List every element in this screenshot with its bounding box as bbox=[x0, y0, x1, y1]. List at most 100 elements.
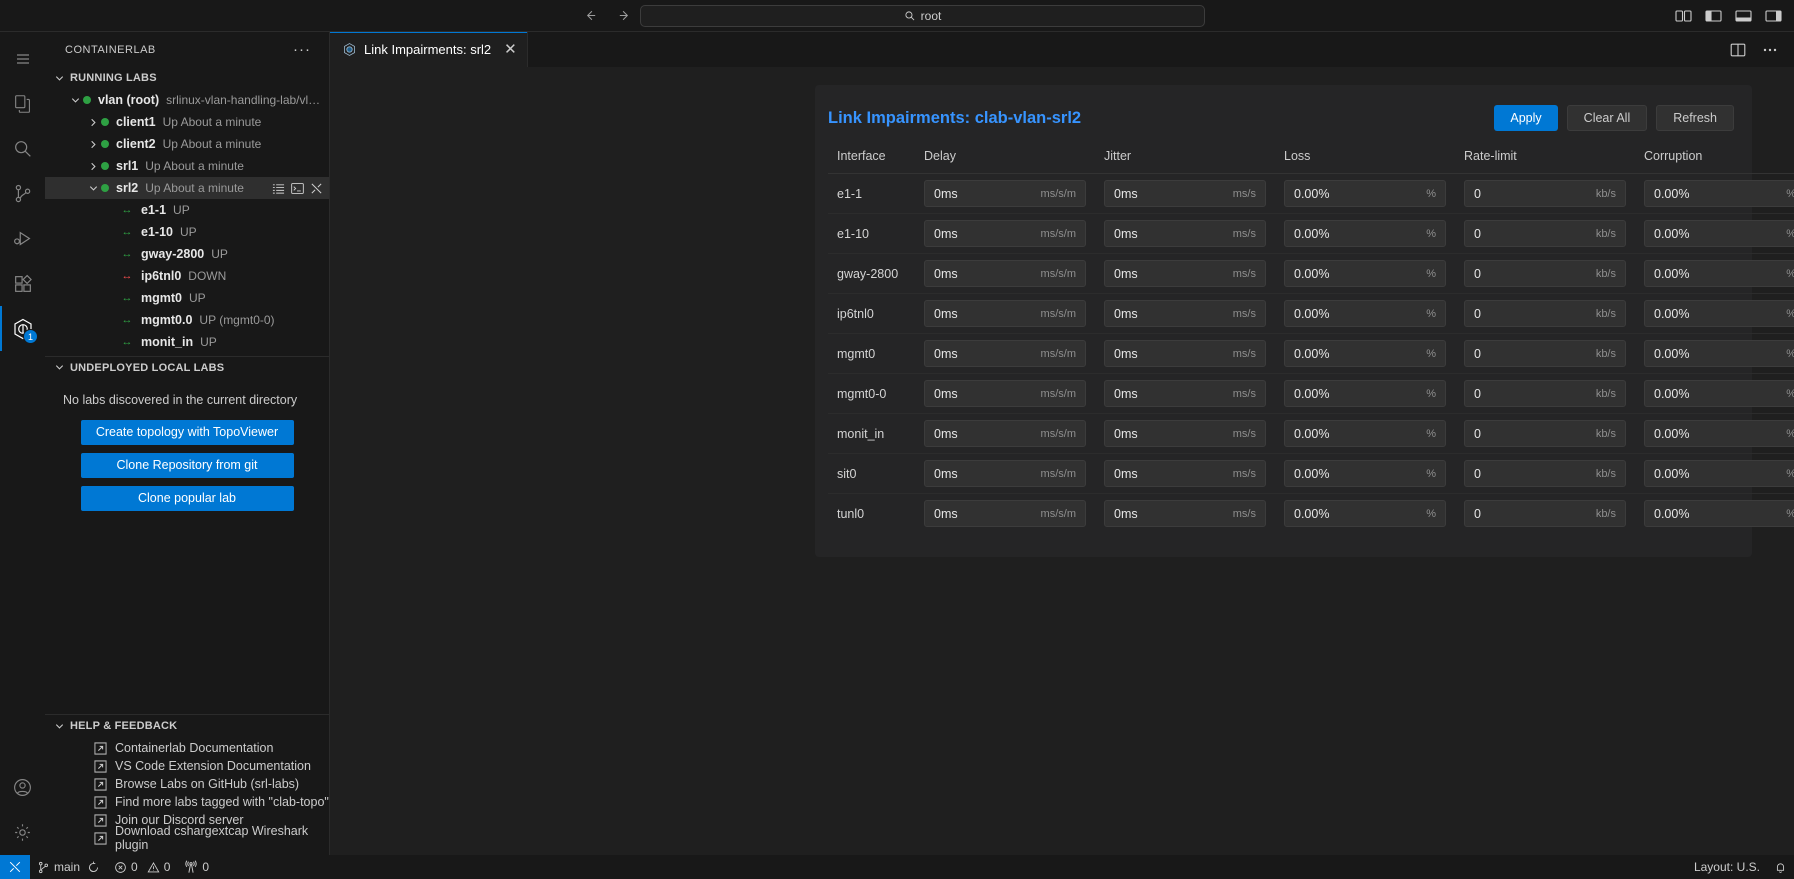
section-undeployed-labs[interactable]: UNDEPLOYED LOCAL LABS bbox=[45, 356, 329, 378]
corruption-input[interactable]: 0.00%% bbox=[1644, 220, 1794, 247]
rate-limit-input[interactable]: 0 kb/s bbox=[1464, 460, 1626, 487]
loss-input[interactable]: 0.00%% bbox=[1284, 500, 1446, 527]
clone-popular-lab-button[interactable]: Clone popular lab bbox=[80, 485, 294, 511]
corruption-input[interactable]: 0.00%% bbox=[1644, 260, 1794, 287]
chevron-down-icon[interactable] bbox=[67, 92, 83, 108]
arrow-right-icon[interactable] bbox=[614, 6, 634, 26]
tree-item-interface[interactable]: ↔ gway-2800 UP bbox=[45, 243, 329, 265]
tree-item-node-srl1[interactable]: srl1 Up About a minute bbox=[45, 155, 329, 177]
layout-sidebar-left-icon[interactable] bbox=[1705, 9, 1722, 23]
section-running-labs[interactable]: RUNNING LABS bbox=[45, 67, 329, 89]
tree-item-interface[interactable]: ↔ monit_in UP bbox=[45, 331, 329, 353]
sync-icon[interactable] bbox=[87, 861, 100, 874]
chevron-right-icon[interactable] bbox=[85, 114, 101, 130]
help-link-discord[interactable]: Join our Discord server bbox=[45, 811, 329, 829]
rate-limit-input[interactable]: 0 kb/s bbox=[1464, 300, 1626, 327]
section-help-feedback[interactable]: HELP & FEEDBACK bbox=[45, 715, 329, 737]
corruption-input[interactable]: 0.00%% bbox=[1644, 300, 1794, 327]
loss-input[interactable]: 0.00%% bbox=[1284, 380, 1446, 407]
corruption-input[interactable]: 0.00%% bbox=[1644, 340, 1794, 367]
corruption-input[interactable]: 0.00%% bbox=[1644, 460, 1794, 487]
delay-input[interactable]: 0ms ms/s/m bbox=[924, 340, 1086, 367]
jitter-input[interactable]: 0ms ms/s bbox=[1104, 420, 1266, 447]
jitter-input[interactable]: 0ms ms/s bbox=[1104, 500, 1266, 527]
tab-link-impairments[interactable]: Link Impairments: srl2 ✕ bbox=[330, 32, 528, 67]
delay-input[interactable]: 0ms ms/s/m bbox=[924, 260, 1086, 287]
rate-limit-input[interactable]: 0 kb/s bbox=[1464, 220, 1626, 247]
jitter-input[interactable]: 0ms ms/s bbox=[1104, 220, 1266, 247]
loss-input[interactable]: 0.00%% bbox=[1284, 300, 1446, 327]
close-icon[interactable]: ✕ bbox=[504, 41, 517, 58]
corruption-input[interactable]: 0.00%% bbox=[1644, 500, 1794, 527]
tree-item-node-client1[interactable]: client1 Up About a minute bbox=[45, 111, 329, 133]
jitter-input[interactable]: 0ms ms/s bbox=[1104, 460, 1266, 487]
explorer-icon[interactable] bbox=[0, 81, 45, 126]
rate-limit-input[interactable]: 0 kb/s bbox=[1464, 260, 1626, 287]
problems-status[interactable]: 0 0 bbox=[107, 855, 177, 879]
corruption-input[interactable]: 0.00%% bbox=[1644, 420, 1794, 447]
wireshark-capture-icon[interactable] bbox=[310, 182, 323, 195]
jitter-input[interactable]: 0ms ms/s bbox=[1104, 340, 1266, 367]
rate-limit-input[interactable]: 0 kb/s bbox=[1464, 420, 1626, 447]
ports-status[interactable]: 0 bbox=[177, 855, 216, 879]
more-actions-icon[interactable]: ··· bbox=[293, 40, 311, 58]
jitter-input[interactable]: 0ms ms/s bbox=[1104, 260, 1266, 287]
rate-limit-input[interactable]: 0 kb/s bbox=[1464, 340, 1626, 367]
jitter-input[interactable]: 0ms ms/s bbox=[1104, 180, 1266, 207]
arrow-left-icon[interactable] bbox=[580, 6, 600, 26]
containerlab-icon[interactable]: 1 bbox=[0, 306, 45, 351]
loss-input[interactable]: 0.00%% bbox=[1284, 220, 1446, 247]
terminal-icon[interactable] bbox=[291, 182, 304, 195]
jitter-input[interactable]: 0ms ms/s bbox=[1104, 300, 1266, 327]
tree-item-node-srl2[interactable]: srl2 Up About a minute bbox=[45, 177, 329, 199]
extensions-icon[interactable] bbox=[0, 261, 45, 306]
notifications-bell[interactable] bbox=[1767, 855, 1794, 879]
help-link-find-more-labs[interactable]: Find more labs tagged with "clab-topo" bbox=[45, 793, 329, 811]
tree-item-node-client2[interactable]: client2 Up About a minute bbox=[45, 133, 329, 155]
create-topology-button[interactable]: Create topology with TopoViewer bbox=[80, 419, 294, 445]
layout-panel-bottom-icon[interactable] bbox=[1735, 9, 1752, 23]
delay-input[interactable]: 0ms ms/s/m bbox=[924, 460, 1086, 487]
source-control-branch[interactable]: main bbox=[30, 855, 107, 879]
tree-item-interface[interactable]: ↔ ip6tnl0 DOWN bbox=[45, 265, 329, 287]
help-link-containerlab-docs[interactable]: Containerlab Documentation bbox=[45, 739, 329, 757]
refresh-button[interactable]: Refresh bbox=[1656, 105, 1734, 131]
split-editor-icon[interactable] bbox=[1730, 42, 1746, 58]
accounts-icon[interactable] bbox=[0, 765, 45, 810]
search-icon[interactable] bbox=[0, 126, 45, 171]
chevron-right-icon[interactable] bbox=[85, 158, 101, 174]
rate-limit-input[interactable]: 0 kb/s bbox=[1464, 380, 1626, 407]
jitter-input[interactable]: 0ms ms/s bbox=[1104, 380, 1266, 407]
keyboard-layout-status[interactable]: Layout: U.S. bbox=[1687, 855, 1767, 879]
layout-panel-icon[interactable] bbox=[1675, 9, 1692, 23]
rate-limit-input[interactable]: 0 kb/s bbox=[1464, 500, 1626, 527]
corruption-input[interactable]: 0.00%% bbox=[1644, 180, 1794, 207]
apply-button[interactable]: Apply bbox=[1494, 105, 1558, 131]
clear-all-button[interactable]: Clear All bbox=[1566, 105, 1648, 131]
loss-input[interactable]: 0.00%% bbox=[1284, 460, 1446, 487]
delay-input[interactable]: 0ms ms/s/m bbox=[924, 220, 1086, 247]
layout-sidebar-right-icon[interactable] bbox=[1765, 9, 1782, 23]
tree-item-lab[interactable]: vlan (root) srlinux-vlan-handling-lab/vl… bbox=[45, 89, 329, 111]
rate-limit-input[interactable]: 0 kb/s bbox=[1464, 180, 1626, 207]
chevron-right-icon[interactable] bbox=[85, 136, 101, 152]
delay-input[interactable]: 0ms ms/s/m bbox=[924, 180, 1086, 207]
loss-input[interactable]: 0.00%% bbox=[1284, 260, 1446, 287]
menu-icon[interactable] bbox=[0, 36, 45, 81]
delay-input[interactable]: 0ms ms/s/m bbox=[924, 420, 1086, 447]
tree-item-interface[interactable]: ↔ e1-10 UP bbox=[45, 221, 329, 243]
search-input[interactable]: root bbox=[640, 4, 1205, 27]
tree-item-interface[interactable]: ↔ mgmt0 UP bbox=[45, 287, 329, 309]
corruption-input[interactable]: 0.00%% bbox=[1644, 380, 1794, 407]
help-link-download-cshargextcap[interactable]: Download cshargextcap Wireshark plugin bbox=[45, 824, 329, 852]
loss-input[interactable]: 0.00%% bbox=[1284, 420, 1446, 447]
clone-repository-button[interactable]: Clone Repository from git bbox=[80, 452, 294, 478]
help-link-browse-labs-github[interactable]: Browse Labs on GitHub (srl-labs) bbox=[45, 775, 329, 793]
help-link-vscode-extension-docs[interactable]: VS Code Extension Documentation bbox=[45, 757, 329, 775]
chevron-down-icon[interactable] bbox=[85, 180, 101, 196]
delay-input[interactable]: 0ms ms/s/m bbox=[924, 380, 1086, 407]
remote-explorer-icon[interactable] bbox=[0, 855, 30, 879]
loss-input[interactable]: 0.00%% bbox=[1284, 340, 1446, 367]
delay-input[interactable]: 0ms ms/s/m bbox=[924, 500, 1086, 527]
tree-item-interface[interactable]: ↔ mgmt0.0 UP (mgmt0-0) bbox=[45, 309, 329, 331]
